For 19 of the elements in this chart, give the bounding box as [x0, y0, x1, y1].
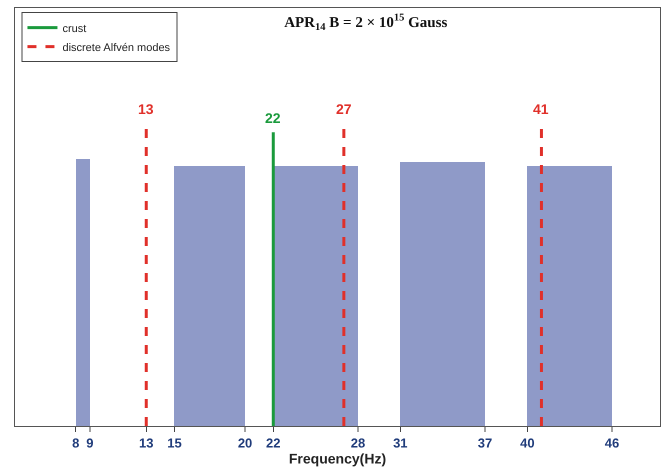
- annotation: 13: [138, 101, 154, 117]
- x-tick-label: 31: [393, 436, 408, 451]
- legend-label: crust: [62, 22, 86, 35]
- x-axis-title: Frequency(Hz): [288, 450, 386, 467]
- x-tick-label: 8: [72, 436, 80, 451]
- x-tick-label: 37: [478, 436, 492, 451]
- x-tick-label: 9: [86, 436, 94, 451]
- x-tick-label: 20: [238, 436, 252, 451]
- x-tick-label: 28: [350, 436, 366, 451]
- x-tick-label: 46: [604, 436, 620, 451]
- legend-label: discrete Alfvén modes: [62, 42, 171, 54]
- annotation: 27: [336, 101, 352, 117]
- chart-title: APR$_{14}$ B = 2 × 10$^{15}$ Gauss: [284, 12, 448, 34]
- annotation: 22: [265, 110, 281, 126]
- x-tick-label: 15: [167, 436, 182, 451]
- annotation: 41: [533, 101, 549, 117]
- x-tick-label: 22: [266, 436, 281, 451]
- x-tick-label: 13: [139, 436, 154, 451]
- x-tick-label: 40: [520, 436, 535, 451]
